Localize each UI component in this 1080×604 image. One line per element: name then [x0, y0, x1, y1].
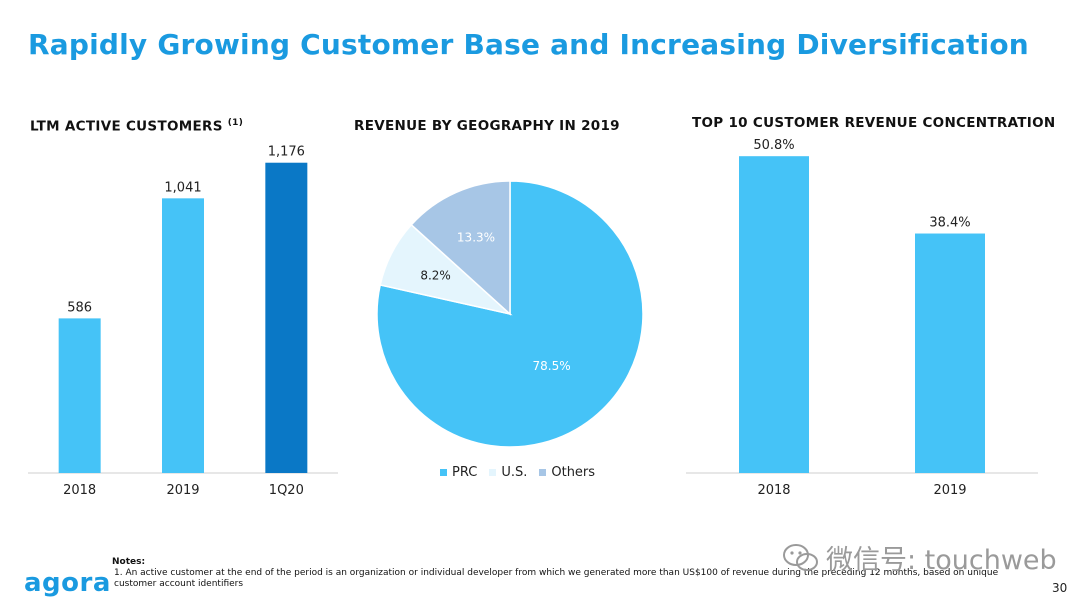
legend-swatch-us [489, 469, 497, 476]
legend-label-others: Others [551, 465, 596, 480]
notes-title: Notes: [112, 557, 146, 567]
customers-bar-label-1Q20: 1,176 [268, 145, 305, 160]
notes-item: 1. An active customer at the end of the … [114, 568, 999, 589]
customers-chart-title-text: LTM ACTIVE CUSTOMERS [30, 118, 223, 135]
customers-bar-label-2018: 586 [67, 300, 92, 315]
customers-bar-label-2019: 1,041 [164, 180, 201, 195]
concentration-chart-title: TOP 10 CUSTOMER REVENUE CONCENTRATION [692, 115, 1056, 131]
geography-chart-title: REVENUE BY GEOGRAPHY IN 2019 [354, 118, 620, 134]
legend-item-prc: PRC [440, 465, 477, 480]
legend-label-us: U.S. [501, 465, 528, 480]
pie-label-others: 13.3% [457, 230, 495, 244]
page-number: 30 [1052, 581, 1068, 595]
agora-logo: agora [24, 568, 111, 598]
customers-x-tick-1Q20: 1Q20 [269, 483, 304, 498]
customers-chart-title: LTM ACTIVE CUSTOMERS (1) [30, 118, 243, 135]
legend-item-us: U.S. [489, 465, 527, 480]
slide-notes: Notes: 1. An active customer at the end … [112, 557, 1022, 590]
slide-title: Rapidly Growing Customer Base and Increa… [28, 28, 1029, 61]
legend-swatch-prc [440, 469, 447, 476]
wechat-icon [783, 543, 818, 571]
concentration-x-tick-2019: 2019 [933, 483, 966, 498]
watermark-text: 微信号: touchweb [826, 545, 1057, 576]
pie-legend: PRC U.S. Others [440, 465, 595, 480]
legend-item-others: Others [539, 465, 595, 480]
legend-label-prc: PRC [452, 465, 478, 480]
legend-swatch-others [539, 469, 547, 476]
customers-bar-2019 [162, 198, 204, 473]
customers-bar-2018 [58, 318, 101, 473]
wechat-watermark: 微信号: touchweb [782, 538, 1057, 577]
concentration-bar-2019 [915, 233, 985, 473]
concentration-bar-2018 [739, 156, 809, 473]
pie-slice-others [410, 180, 511, 316]
customers-x-tick-2019: 2019 [166, 483, 199, 498]
concentration-bar-label-2019: 38.4% [929, 216, 970, 231]
concentration-x-tick-2018: 2018 [757, 483, 790, 498]
pie-label-prc: 78.5% [533, 359, 571, 373]
customers-bar-1Q20 [265, 162, 308, 473]
customers-chart-footnote-ref: (1) [227, 118, 244, 128]
concentration-bar-label-2018: 50.8% [753, 138, 794, 153]
pie-label-us: 8.2% [420, 268, 451, 282]
customers-x-tick-2018: 2018 [63, 483, 96, 498]
